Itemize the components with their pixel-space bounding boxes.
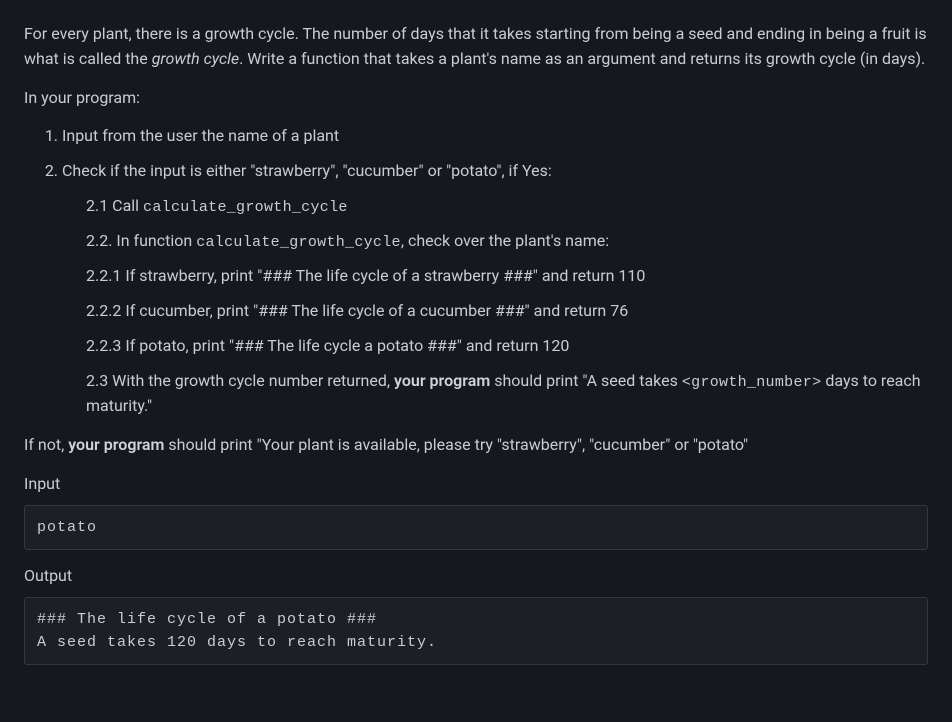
intro-em: growth cycle: [152, 49, 239, 68]
steps-list: Input from the user the name of a plant …: [24, 124, 928, 419]
else-b: should print "Your plant is available, p…: [164, 435, 748, 454]
step-2-3-a: 2.3 With the growth cycle number returne…: [86, 371, 394, 390]
step-2-1-a: 2.1 Call: [86, 196, 143, 215]
input-box: potato: [24, 505, 928, 550]
step-2-2: 2.2. In function calculate_growth_cycle,…: [86, 229, 928, 254]
step-2-2-3: 2.2.3 If potato, print "### The life cyc…: [86, 334, 928, 359]
step-2-2-code: calculate_growth_cycle: [196, 234, 401, 251]
intro-text-b: . Write a function that takes a plant's …: [239, 49, 925, 68]
step-2: Check if the input is either "strawberry…: [62, 159, 928, 419]
intro-paragraph: For every plant, there is a growth cycle…: [24, 22, 928, 72]
problem-statement: For every plant, there is a growth cycle…: [0, 0, 952, 701]
output-box: ### The life cycle of a potato ### A see…: [24, 597, 928, 666]
input-label: Input: [24, 472, 928, 497]
step-2-1-code: calculate_growth_cycle: [143, 199, 348, 216]
step-2-2-b: , check over the plant's name:: [401, 231, 609, 250]
step-2-2-2: 2.2.2 If cucumber, print "### The life c…: [86, 299, 928, 324]
step-2-2-1: 2.2.1 If strawberry, print "### The life…: [86, 264, 928, 289]
else-paragraph: If not, your program should print "Your …: [24, 433, 928, 458]
step-2-3-code: <growth_number>: [682, 374, 822, 391]
else-a: If not,: [24, 435, 68, 454]
step-2-3: 2.3 With the growth cycle number returne…: [86, 369, 928, 419]
step-2-1: 2.1 Call calculate_growth_cycle: [86, 194, 928, 219]
step-2-3-b: should print "A seed takes: [490, 371, 682, 390]
step-2-sublist: 2.1 Call calculate_growth_cycle 2.2. In …: [62, 194, 928, 419]
step-2-3-strong: your program: [394, 371, 490, 390]
else-strong: your program: [68, 435, 164, 454]
step-2-text: Check if the input is either "strawberry…: [62, 161, 552, 180]
step-2-2-a: 2.2. In function: [86, 231, 196, 250]
intro-lead: In your program:: [24, 86, 928, 111]
step-1: Input from the user the name of a plant: [62, 124, 928, 149]
output-label: Output: [24, 564, 928, 589]
